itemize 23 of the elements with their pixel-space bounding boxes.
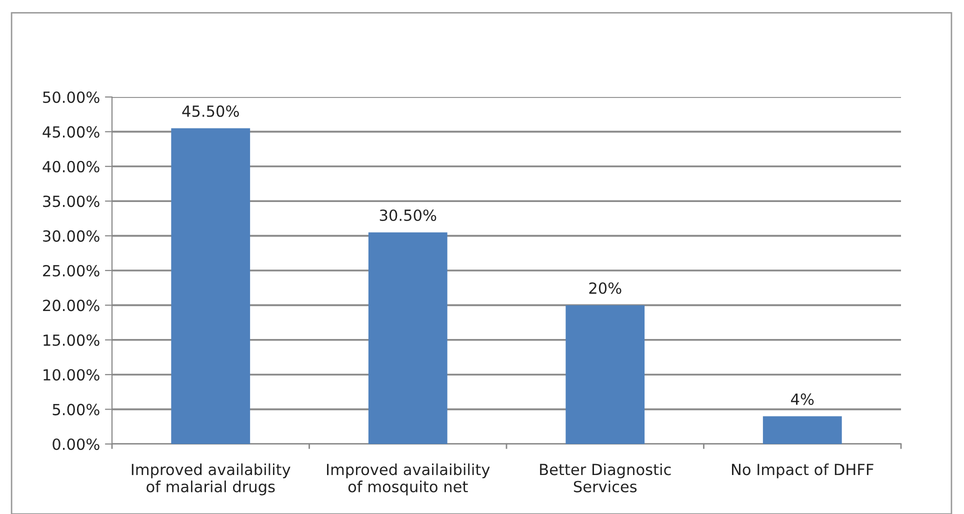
y-tick-label: 10.00%: [44, 369, 100, 381]
x-tick-label: Improved availability of malarial drugs: [132, 463, 290, 496]
data-label: 30.50%: [380, 209, 436, 222]
y-tick-label: 0.00%: [52, 438, 100, 450]
y-tick-label: 15.00%: [44, 334, 100, 346]
data-label: 4%: [791, 393, 814, 405]
y-tick-label: 50.00%: [43, 91, 100, 104]
bar: [368, 232, 448, 444]
x-tick-label: Improved availaibility of mosquito net: [327, 463, 490, 496]
x-tick-label: No Impact of DHFF: [732, 463, 874, 478]
y-tick-label: 40.00%: [42, 160, 100, 172]
data-label: 45.50%: [182, 105, 239, 117]
bar: [762, 416, 842, 444]
y-tick-label: 30.00%: [43, 230, 100, 242]
y-tick-label: 20.00%: [43, 300, 100, 312]
y-tick-label: 35.00%: [43, 196, 100, 208]
x-tick-label: Better Diagnostic Services: [540, 463, 671, 492]
bar: [171, 128, 250, 444]
data-label: 20%: [589, 282, 622, 294]
y-tick-label: 25.00%: [43, 264, 100, 277]
bar: [566, 305, 645, 444]
y-tick-label: 45.00%: [42, 126, 100, 138]
y-tick-label: 5.00%: [52, 404, 100, 416]
